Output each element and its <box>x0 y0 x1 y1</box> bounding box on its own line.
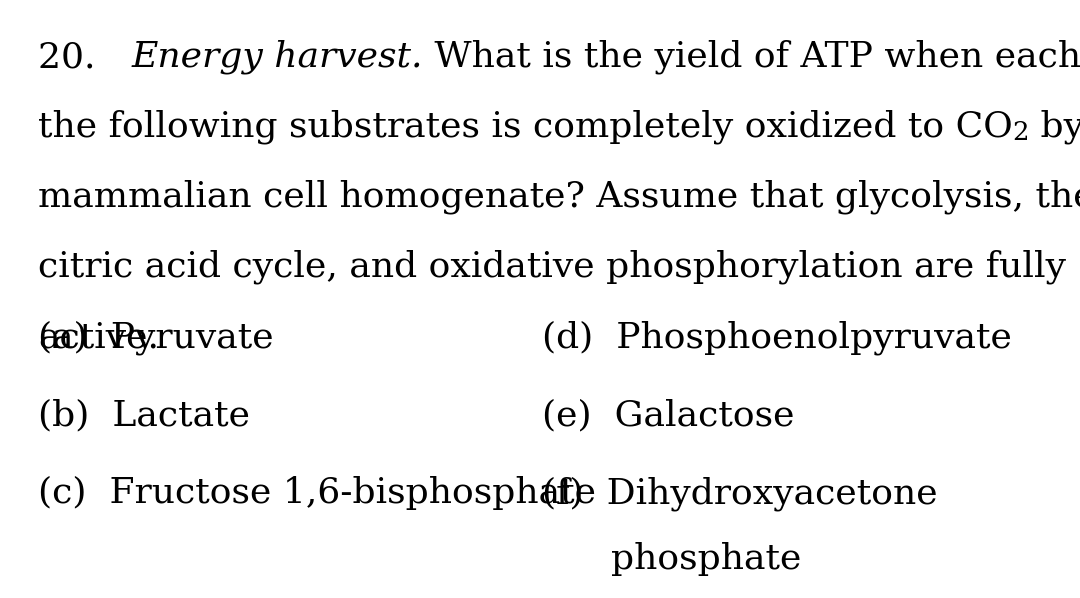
Text: Energy harvest.: Energy harvest. <box>132 40 423 75</box>
Text: mammalian cell homogenate? Assume that glycolysis, the: mammalian cell homogenate? Assume that g… <box>38 180 1080 215</box>
Text: active.: active. <box>38 320 159 354</box>
Text: (b)  Lactate: (b) Lactate <box>38 398 249 432</box>
Text: What is the yield of ATP when each of: What is the yield of ATP when each of <box>423 40 1080 75</box>
Text: (f)  Dihydroxyacetone: (f) Dihydroxyacetone <box>542 476 937 511</box>
Text: phosphate: phosphate <box>542 542 801 576</box>
Text: the following substrates is completely oxidized to CO: the following substrates is completely o… <box>38 110 1013 145</box>
Text: 20.: 20. <box>38 40 132 74</box>
Text: (c)  Fructose 1,6-bisphosphate: (c) Fructose 1,6-bisphosphate <box>38 476 596 510</box>
Text: citric acid cycle, and oxidative phosphorylation are fully: citric acid cycle, and oxidative phospho… <box>38 250 1066 285</box>
Text: (a)  Pyruvate: (a) Pyruvate <box>38 320 273 355</box>
Text: (d)  Phosphoenolpyruvate: (d) Phosphoenolpyruvate <box>542 320 1012 355</box>
Text: (e)  Galactose: (e) Galactose <box>542 398 795 432</box>
Text: 2: 2 <box>1013 120 1029 145</box>
Text: by a: by a <box>1029 110 1080 145</box>
